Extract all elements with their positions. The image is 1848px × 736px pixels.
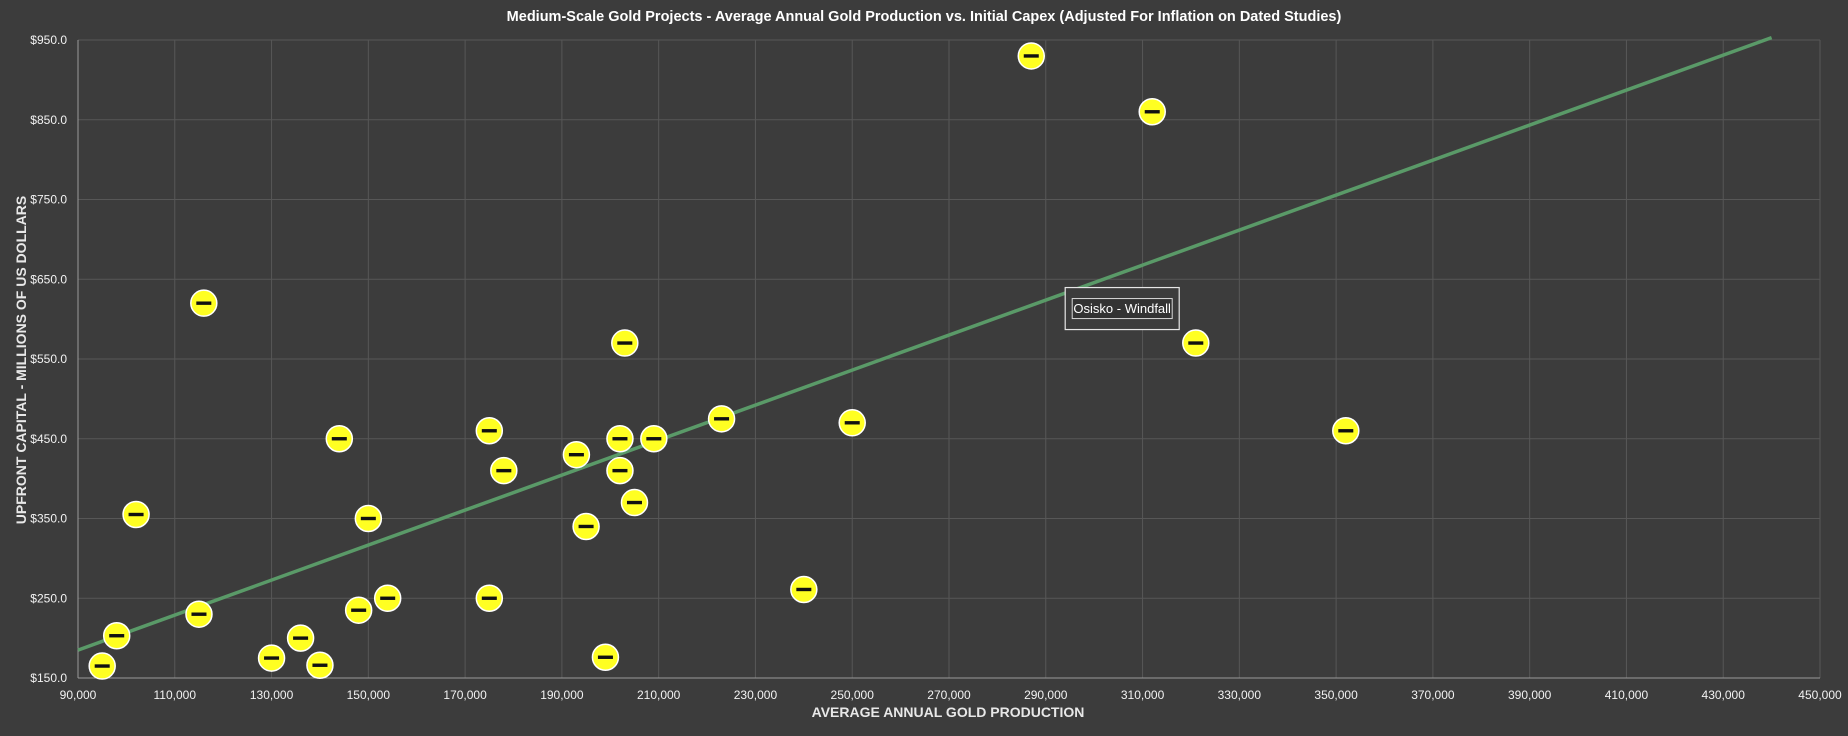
data-point[interactable] [591, 643, 620, 672]
data-point[interactable] [640, 425, 668, 453]
x-tick-label: 250,000 [831, 688, 875, 702]
y-tick-label: $750.0 [30, 193, 67, 207]
data-point[interactable] [572, 512, 600, 541]
data-point[interactable] [562, 440, 591, 469]
x-tick-label: 150,000 [347, 688, 391, 702]
tooltip: Osisko - Windfall [1064, 286, 1180, 331]
x-tick-label: 370,000 [1411, 688, 1455, 702]
data-point[interactable] [122, 500, 150, 529]
x-tick-label: 270,000 [927, 688, 971, 702]
data-point[interactable] [373, 584, 402, 612]
data-point[interactable] [88, 652, 116, 680]
data-point[interactable] [1182, 329, 1210, 357]
y-tick-label: $950.0 [30, 33, 67, 47]
data-point[interactable] [354, 504, 383, 533]
chart-title: Medium-Scale Gold Projects - Average Ann… [507, 9, 1342, 25]
data-point[interactable] [1332, 417, 1360, 445]
x-tick-label: 130,000 [250, 688, 294, 702]
y-tick-label: $850.0 [30, 113, 67, 127]
data-point[interactable] [620, 488, 649, 517]
y-tick-label: $150.0 [30, 671, 67, 685]
x-tick-label: 330,000 [1218, 688, 1262, 702]
data-point[interactable] [257, 644, 286, 672]
x-tick-label: 190,000 [540, 688, 584, 702]
data-point[interactable] [606, 456, 634, 485]
data-point[interactable] [102, 621, 131, 650]
tick-labels: 90,000 110,000 130,000 150,000 170,000 190,00… [30, 33, 1842, 702]
x-tick-label: 290,000 [1024, 688, 1068, 702]
x-tick-label: 110,000 [154, 688, 197, 702]
gridlines [78, 39, 1821, 678]
tooltip-label: Osisko - Windfall [1073, 301, 1171, 316]
x-axis-title: AVERAGE ANNUAL GOLD PRODUCTION [812, 704, 1085, 720]
data-point[interactable] [1017, 42, 1046, 70]
data-points [88, 42, 1360, 680]
y-tick-label: $350.0 [30, 512, 67, 526]
trendline [77, 35, 1773, 652]
y-tick-label: $550.0 [30, 352, 67, 366]
x-tick-label: 170,000 [443, 688, 487, 702]
data-point[interactable] [606, 425, 634, 453]
data-point[interactable] [475, 417, 504, 445]
data-point[interactable] [475, 584, 504, 612]
data-point[interactable] [344, 596, 373, 624]
x-tick-label: 310,000 [1121, 688, 1165, 702]
data-point[interactable] [286, 624, 315, 652]
trendline-group [77, 35, 1773, 652]
y-tick-label: $450.0 [30, 432, 67, 446]
x-tick-label: 430,000 [1702, 688, 1746, 702]
data-point[interactable] [185, 600, 213, 628]
y-tick-label: $250.0 [30, 591, 67, 605]
data-point[interactable] [490, 456, 518, 485]
y-axis-title: UPFRONT CAPITAL - MILLIONS OF US DOLLARS [13, 196, 29, 524]
x-tick-label: 350,000 [1314, 688, 1358, 702]
data-point[interactable] [190, 289, 218, 317]
x-tick-label: 210,000 [637, 688, 681, 702]
data-point[interactable] [838, 409, 866, 437]
x-tick-label: 230,000 [734, 688, 778, 702]
x-tick-label: 90,000 [60, 688, 97, 702]
data-point[interactable] [1138, 98, 1166, 126]
data-point[interactable] [306, 651, 334, 679]
x-tick-label: 390,000 [1508, 688, 1552, 702]
data-point[interactable] [325, 425, 354, 453]
data-point[interactable] [790, 575, 818, 604]
x-tick-label: 450,000 [1798, 688, 1842, 702]
data-point[interactable] [707, 405, 736, 433]
axes [77, 40, 1820, 679]
data-point[interactable] [611, 329, 639, 357]
tooltip-group: Osisko - Windfall [1064, 286, 1180, 331]
y-tick-label: $650.0 [30, 272, 67, 286]
x-tick-label: 410,000 [1605, 688, 1649, 702]
